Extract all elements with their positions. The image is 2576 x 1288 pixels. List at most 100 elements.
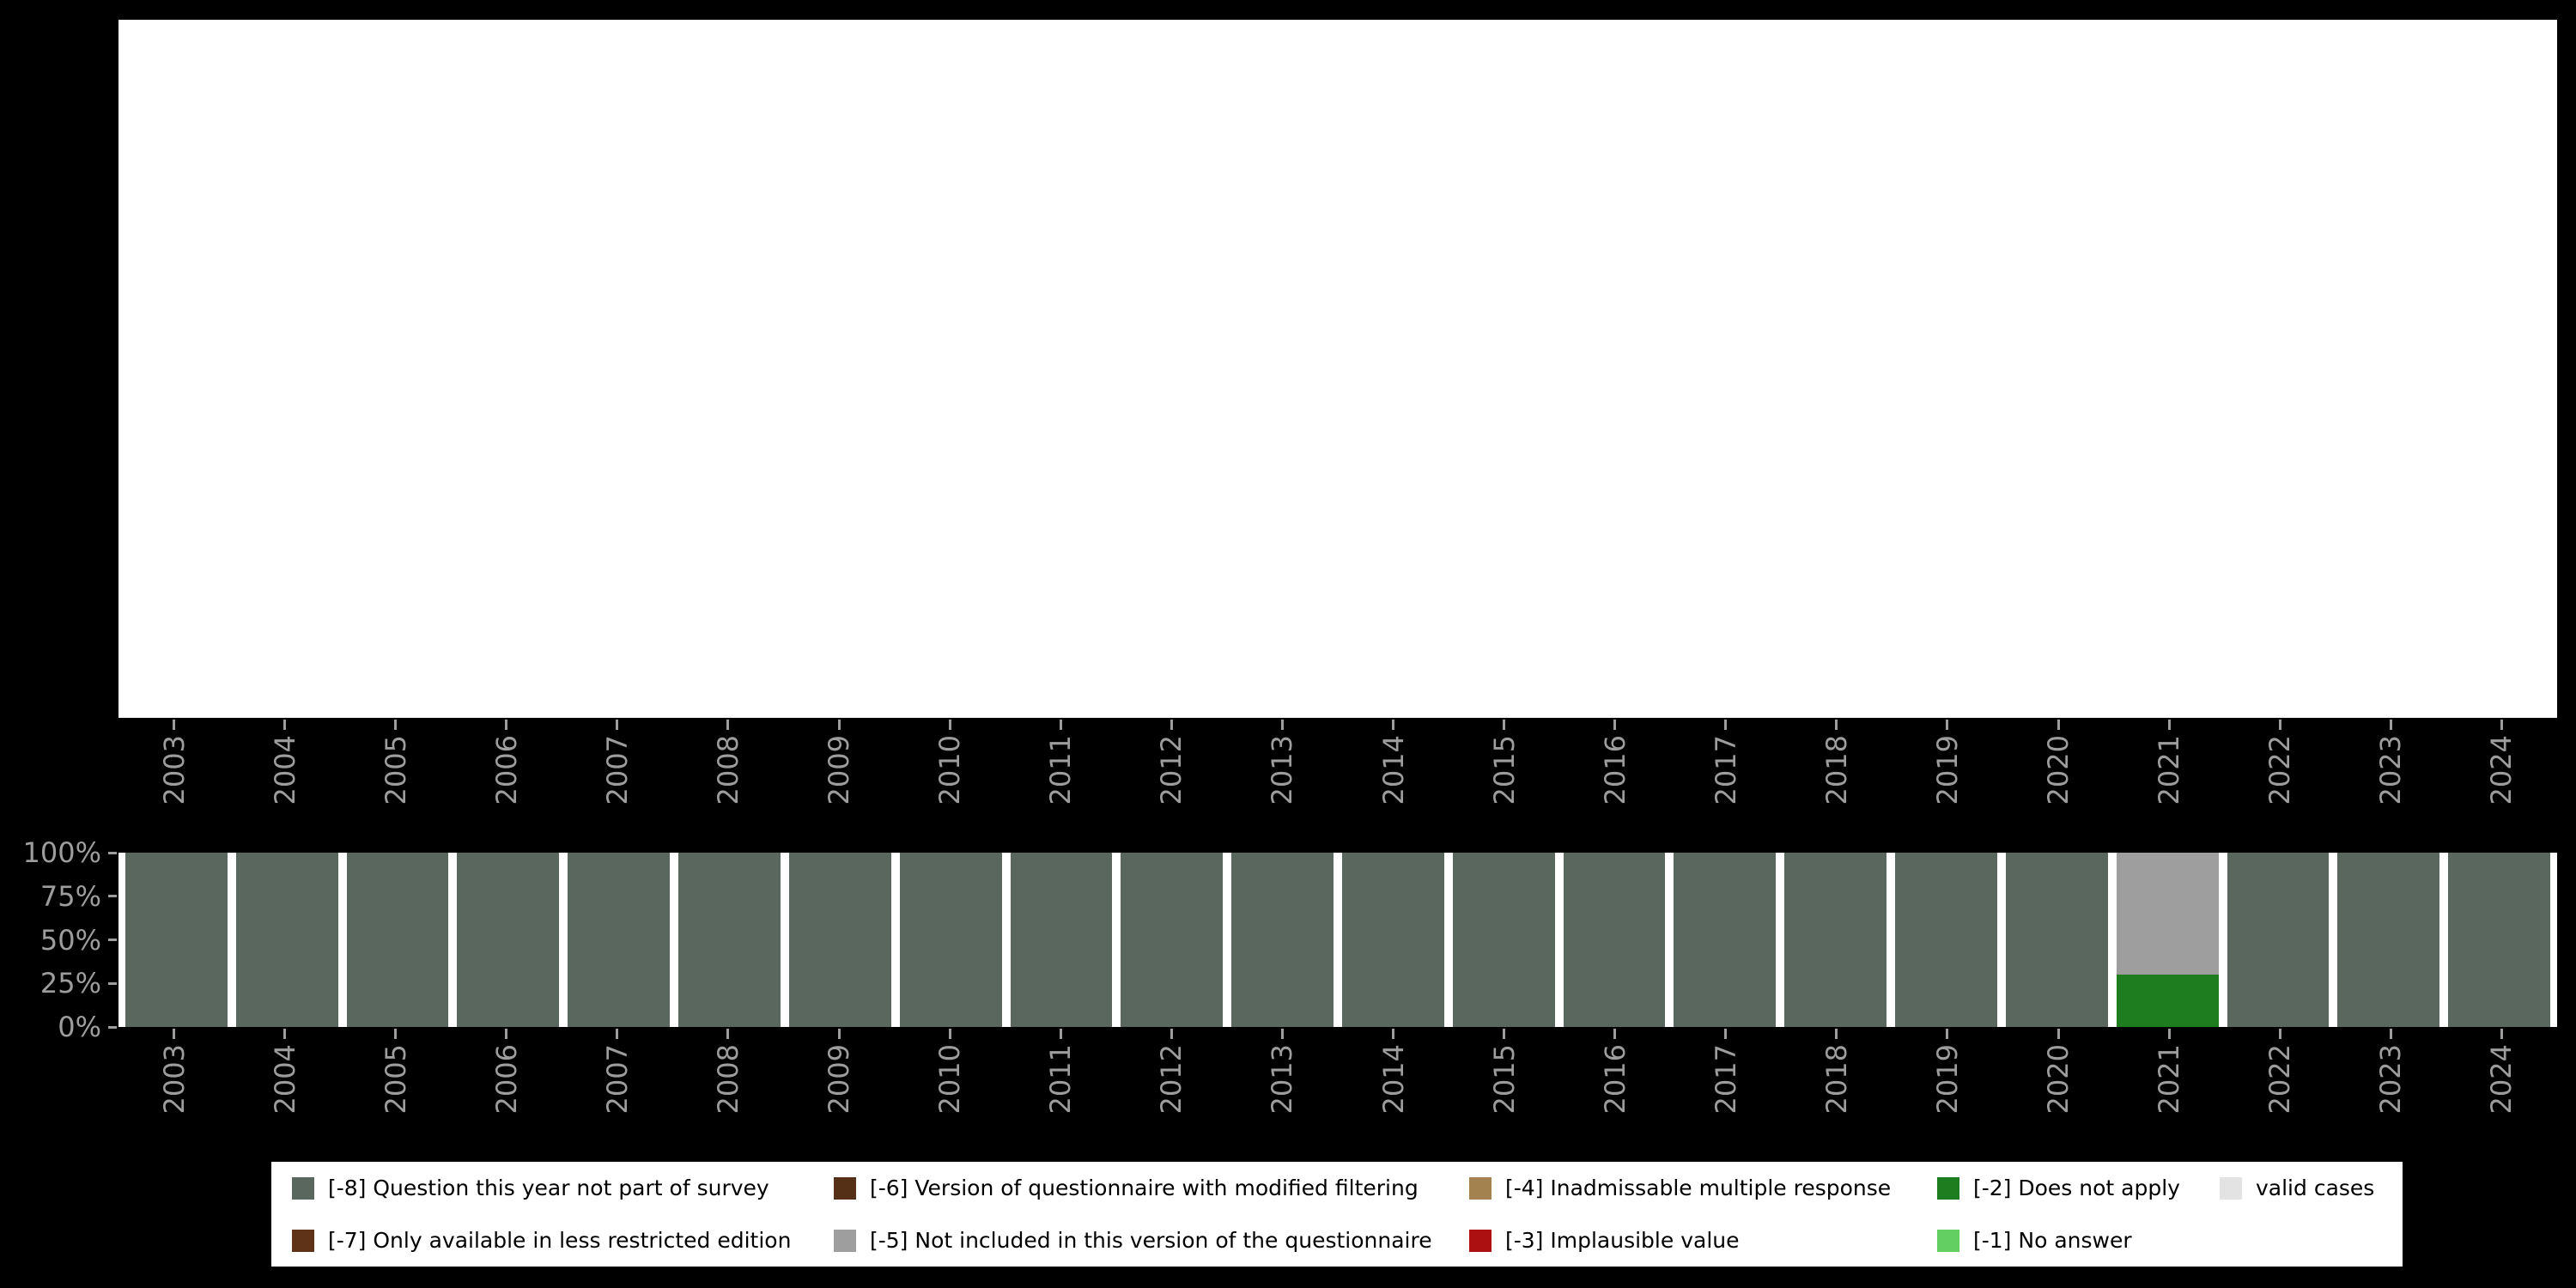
- x-axis-tick-cell: 2014: [1338, 720, 1449, 848]
- stacked-bar-2017: [1674, 853, 1777, 1027]
- x-axis-tick-cell: 2012: [1116, 1029, 1227, 1157]
- stacked-bar-2023: [2337, 853, 2440, 1027]
- x-axis-label: 2013: [1266, 735, 1299, 805]
- x-axis-tick-cell: 2017: [1670, 720, 1781, 848]
- legend-label: [-6] Version of questionnaire with modif…: [870, 1176, 1419, 1200]
- tick-mark: [505, 1029, 508, 1039]
- x-axis-tick-cell: 2010: [895, 1029, 1005, 1157]
- x-axis-tick-cell: 2014: [1338, 1029, 1449, 1157]
- legend-label: [-3] Implausible value: [1505, 1228, 1740, 1253]
- tick-mark: [2389, 720, 2392, 730]
- x-axis-label: 2020: [2042, 735, 2075, 805]
- tick-mark: [1280, 1029, 1284, 1039]
- tick-mark: [1724, 1029, 1728, 1039]
- x-axis-label: 2012: [1155, 1044, 1188, 1115]
- bar-segment: [2448, 853, 2550, 1027]
- x-axis-label: 2004: [268, 1044, 301, 1115]
- legend-label: [-1] No answer: [1973, 1228, 2132, 1253]
- x-axis-label: 2018: [1820, 735, 1853, 805]
- x-axis-label: 2011: [1044, 1044, 1078, 1115]
- x-axis-label: 2014: [1376, 1044, 1410, 1115]
- x-axis-tick-cell: 2003: [118, 1029, 229, 1157]
- x-axis-tick-cell: 2009: [784, 720, 895, 848]
- stacked-bar-2006: [457, 853, 560, 1027]
- x-axis-tick-cell: 2020: [2003, 720, 2114, 848]
- stacked-bar-2020: [2005, 853, 2108, 1027]
- legend-swatch: [834, 1229, 856, 1252]
- tick-mark: [1170, 1029, 1173, 1039]
- stacked-bar-2008: [678, 853, 781, 1027]
- tick-mark: [1724, 720, 1728, 730]
- legend-item: [-3] Implausible value: [1469, 1228, 1937, 1253]
- tick-mark: [948, 720, 951, 730]
- x-axis-tick-cell: 2023: [2336, 1029, 2446, 1157]
- x-axis-tick-cell: 2017: [1670, 1029, 1781, 1157]
- top-plot-area: [118, 20, 2557, 718]
- legend-swatch: [834, 1176, 856, 1200]
- x-axis-tick-cell: 2024: [2446, 1029, 2557, 1157]
- bar-segment: [1452, 853, 1555, 1027]
- x-axis-label: 2007: [600, 1044, 634, 1115]
- bar-segment: [1674, 853, 1777, 1027]
- bar-segment: [1121, 853, 1224, 1027]
- x-axis-label: 2024: [2485, 735, 2518, 805]
- stacked-bar-2011: [1010, 853, 1113, 1027]
- x-axis-label: 2021: [2153, 735, 2186, 805]
- tick-mark: [948, 1029, 951, 1039]
- tick-mark: [1059, 1029, 1062, 1039]
- x-axis-label: 2003: [157, 735, 191, 805]
- x-axis-tick-cell: 2005: [340, 1029, 451, 1157]
- bar-segment: [678, 853, 781, 1027]
- x-axis-tick-cell: 2015: [1449, 720, 1559, 848]
- legend-swatch: [1937, 1176, 1959, 1200]
- legend-item: [-7] Only available in less restricted e…: [292, 1229, 834, 1252]
- x-axis-tick-cell: 2018: [1781, 1029, 1892, 1157]
- stacked-bar-2019: [1895, 853, 1997, 1027]
- tick-mark: [108, 851, 117, 854]
- x-axis-label: 2024: [2485, 1044, 2518, 1115]
- x-axis-label: 2017: [1709, 735, 1742, 805]
- tick-mark: [1059, 720, 1062, 730]
- x-axis-tick-cell: 2004: [229, 720, 340, 848]
- bar-segment: [568, 853, 671, 1027]
- tick-mark: [108, 895, 117, 898]
- x-axis-label: 2007: [600, 735, 634, 805]
- tick-mark: [173, 720, 176, 730]
- tick-mark: [1835, 1029, 1838, 1039]
- bar-segment: [1895, 853, 1997, 1027]
- tick-mark: [1946, 1029, 1949, 1039]
- x-axis-tick-cell: 2006: [451, 1029, 562, 1157]
- x-axis-label: 2005: [379, 1044, 412, 1115]
- y-axis: 100% 75% 50% 25% 0%: [0, 839, 117, 1041]
- stacked-bar-plot-area: [118, 853, 2557, 1027]
- x-axis-label: 2018: [1820, 1044, 1853, 1115]
- bar-segment: [2227, 853, 2330, 1027]
- x-axis-label: 2006: [489, 1044, 523, 1115]
- tick-mark: [1613, 720, 1617, 730]
- x-axis-tick-cell: 2021: [2114, 720, 2225, 848]
- top-x-axis: 2003 2004 2005 2006 2007 2008 2009 2010 2011 2012…: [118, 720, 2557, 848]
- y-axis-label: 25%: [39, 967, 101, 1000]
- x-axis-label: 2010: [933, 1044, 967, 1115]
- y-axis-tick: 0%: [58, 1013, 117, 1041]
- legend-label: valid cases: [2256, 1176, 2375, 1200]
- tick-mark: [1503, 1029, 1506, 1039]
- x-axis-label: 2022: [2263, 735, 2297, 805]
- x-axis-tick-cell: 2019: [1892, 720, 2002, 848]
- bar-segment: [1010, 853, 1113, 1027]
- tick-mark: [173, 1029, 176, 1039]
- stacked-bar-2024: [2448, 853, 2550, 1027]
- bar-segment: [1784, 853, 1887, 1027]
- x-axis-label: 2019: [1930, 1044, 1964, 1115]
- bar-segment: [1342, 853, 1444, 1027]
- legend-item: [-6] Version of questionnaire with modif…: [834, 1176, 1469, 1200]
- bar-segment: [788, 853, 891, 1027]
- x-axis-label: 2006: [489, 735, 523, 805]
- x-axis-tick-cell: 2005: [340, 720, 451, 848]
- x-axis-label: 2009: [823, 1044, 856, 1115]
- tick-mark: [108, 939, 117, 941]
- x-axis-label: 2004: [268, 735, 301, 805]
- x-axis-label: 2023: [2374, 1044, 2408, 1115]
- x-axis-tick-cell: 2008: [672, 720, 783, 848]
- tick-mark: [2057, 720, 2060, 730]
